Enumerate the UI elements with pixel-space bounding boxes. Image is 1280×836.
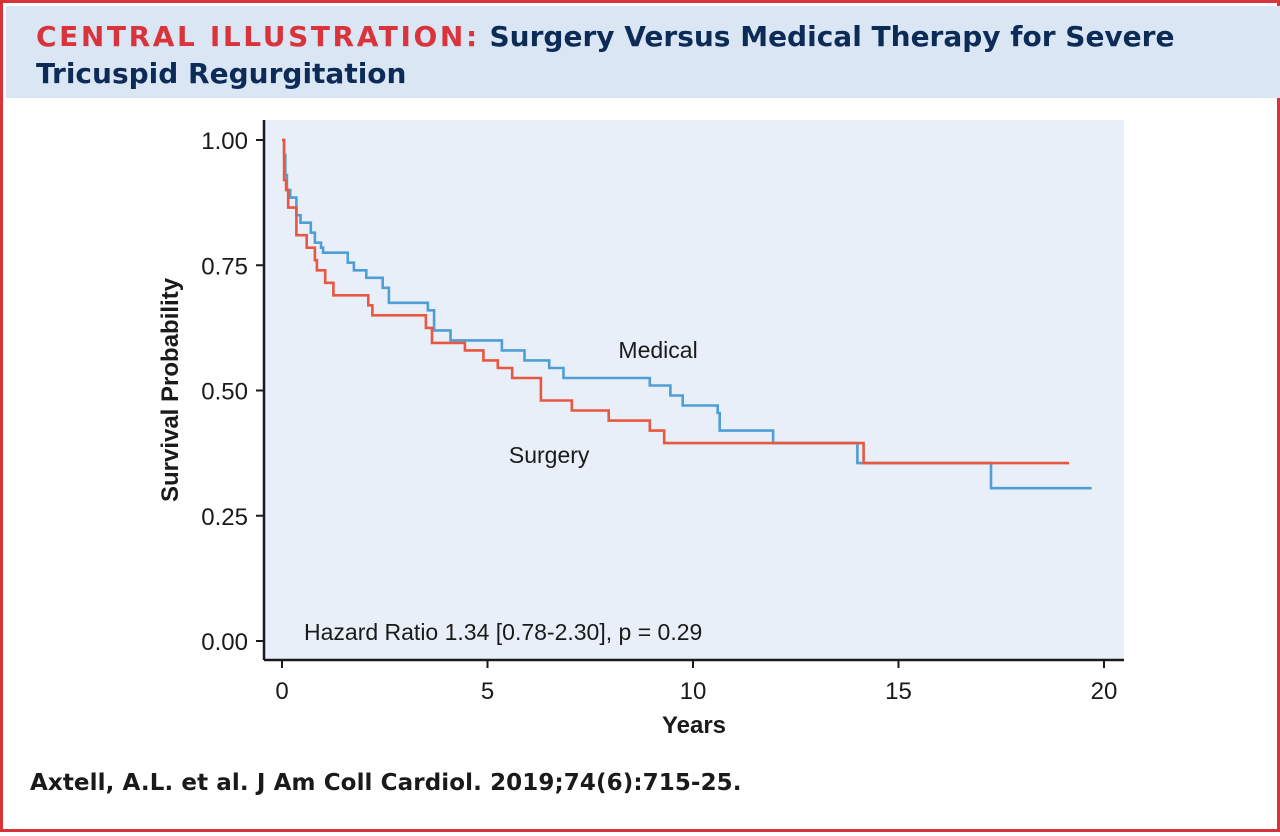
title-label: CENTRAL ILLUSTRATION: [36, 20, 480, 53]
ticks-layer: 0 5 10 15 20 0.00 0.25 0.50 0.75 1.00 [201, 128, 1117, 705]
x-tick-label: 5 [481, 678, 494, 705]
page-title: CENTRAL ILLUSTRATION: Surgery Versus Med… [36, 18, 1256, 92]
x-tick-label: 0 [275, 678, 288, 705]
x-tick-label: 15 [885, 678, 912, 705]
y-tick-label: 1.00 [201, 128, 248, 155]
y-tick-label: 0.75 [201, 253, 248, 280]
y-axis-label: Survival Probability [157, 277, 184, 502]
citation: Axtell, A.L. et al. J Am Coll Cardiol. 2… [30, 770, 742, 796]
series-label-surgery: Surgery [509, 442, 590, 468]
series-layer [282, 138, 1092, 490]
series-line-surgery [282, 138, 1070, 465]
x-axis-label: Years [662, 712, 726, 739]
title-text: Surgery Versus Medical Therapy for Sever… [36, 20, 1175, 90]
plot-background [264, 120, 1124, 660]
x-tick-label: 20 [1091, 678, 1118, 705]
header-bar: CENTRAL ILLUSTRATION: Surgery Versus Med… [6, 6, 1280, 98]
y-tick-label: 0.25 [201, 504, 248, 531]
series-labels: Medical Surgery [509, 337, 698, 468]
hazard-ratio-annotation: Hazard Ratio 1.34 [0.78-2.30], p = 0.29 [304, 619, 702, 645]
x-tick-label: 10 [680, 678, 707, 705]
y-tick-label: 0.50 [201, 379, 248, 406]
y-tick-label: 0.00 [201, 629, 248, 656]
series-label-medical: Medical [618, 337, 697, 363]
